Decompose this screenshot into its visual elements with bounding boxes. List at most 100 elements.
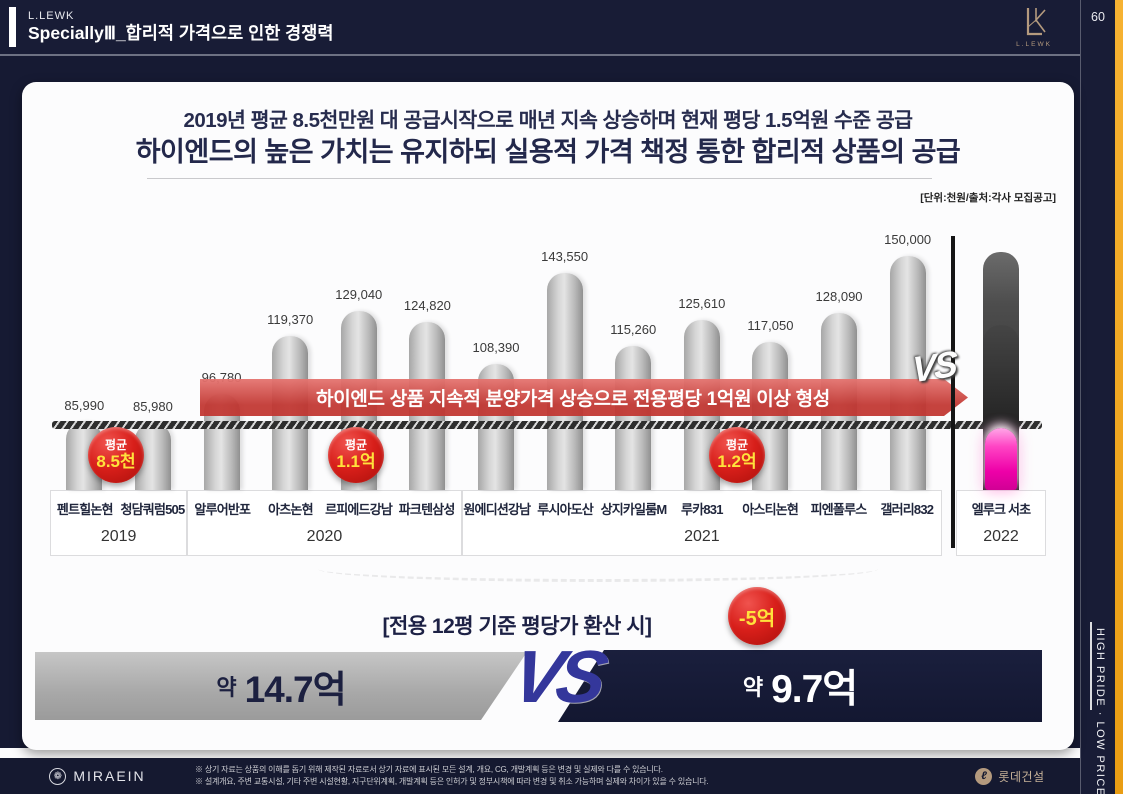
avg-badge-2019: 평균 8.5천 [88,427,144,483]
bar-value-label: 85,980 [133,399,173,414]
year-label: 2020 [306,528,343,545]
year-label: 2019 [100,528,137,545]
lotte-logo: ℓ 롯데건설 [940,767,1080,785]
year-label: 2022 [983,528,1019,545]
category-label: 상지카일룸M [600,502,668,517]
lotte-logo-text: 롯데건설 [998,769,1045,784]
lluke-price-value: 9.7억 [771,668,858,711]
comparison-bar-market: 약 14.7억 [35,652,527,720]
category-label: 아스티논현 [742,502,799,517]
category-names: 엘루크 서초 [957,499,1045,518]
category-label: 엘루크 서초 [971,502,1031,517]
unit-source-note: [단위:천원/출처:각사 모집공고] [920,192,1056,204]
sidebar-divider-line [1090,622,1092,710]
brand-logo: L.LEWK [1006,7,1062,48]
chart-column [956,252,1046,490]
bar-value-label: 128,090 [815,289,863,304]
discount-badge: -5억 [728,587,786,645]
header-bar: L.LEWK SpeciallyⅢ_합리적 가격으로 인한 경쟁력 L.LEWK [0,0,1080,56]
bar-value-label: 85,990 [64,398,105,413]
category-label: 갤러리832 [880,502,934,517]
page-title: SpeciallyⅢ_합리적 가격으로 인한 경쟁력 [28,23,334,44]
disclaimer: ※ 상기 자료는 상품의 이해를 돕기 위해 제작된 자료로서 상기 자료에 표… [195,764,940,789]
vs-chart-label: VS [911,342,957,391]
bars-row-2020: 96,780 119,370 129,040 124,820 [187,190,461,490]
category-label: 청담쿼럼505 [120,502,185,517]
bars-row-2021: 108,390 143,550 115,260 125,610 117,050 128,0… [462,190,942,490]
bar-value-label: 129,040 [335,287,383,302]
bar-value-label: 115,260 [610,322,657,337]
bottom-white-strip [0,748,1080,758]
banner-callout: 하이엔드 상품 지속적 분양가격 상승으로 전용평당 1억원 이상 형성 [200,379,968,416]
category-label: 알루어반포 [194,502,251,517]
category-box-2020: 알루어반포 아츠논현 르피에드강남 파크텐삼성 2020 [187,490,462,556]
bar [889,256,926,490]
special-bar-pink-segment [985,428,1018,490]
header-accent-bar [9,7,16,47]
category-names: 알루어반포 아츠논현 르피에드강남 파크텐삼성 [188,499,460,518]
comparison-bar-lluke: 약 9.7억 [558,650,1042,722]
category-box-2022: 엘루크 서초 2022 [956,490,1047,556]
bars-row-2022 [956,190,1046,490]
brand-logo-text: L.LEWK [1016,41,1052,48]
market-price-prefix: 약 [216,675,237,700]
category-label: 루시아도산 [537,502,594,517]
bar-value-label: 143,550 [541,249,589,264]
miraein-logo-text: MIRAEIN [73,768,146,784]
miraein-logo: ❁ MIRAEIN [0,767,195,785]
chart-group-2020: 96,780 119,370 129,040 124,820 알루어반포 아츠논현 르피에드… [187,190,462,556]
special-bar [983,252,1020,490]
content-card: 2019년 평균 8.5천만원 대 공급시작으로 매년 지속 상승하며 현재 평… [22,82,1074,750]
bar-value-label: 125,610 [678,296,726,311]
category-box-2019: 펜트힐논현 청담쿼럼505 2019 [50,490,188,556]
vs-divider-line [951,236,955,548]
disclaimer-line-1: ※ 상기 자료는 상품의 이해를 돕기 위해 제작된 자료로서 상기 자료에 표… [195,764,663,774]
avg-badge-2020: 평균 1.1억 [328,427,384,483]
bar [615,346,652,490]
bar-value-label: 117,050 [747,318,794,333]
right-sidebar: 60 HIGH PRIDE · LOW PRICE [1080,0,1115,794]
category-box-2021: 원에디션강남 루시아도산 상지카일룸M 루카831 아스티논현 피엔폴루스 갤러리832 20… [461,490,943,556]
llewk-monogram-icon [1026,8,1046,36]
title-divider [147,178,932,179]
category-label: 아츠논현 [268,502,313,517]
lotte-emblem-icon: ℓ [975,767,993,785]
lluke-price-prefix: 약 [742,675,764,700]
year-label: 2021 [684,528,720,545]
decorative-curve [318,556,878,582]
category-label: 펜트힐논현 [56,502,114,517]
footer-bar: ❁ MIRAEIN ※ 상기 자료는 상품의 이해를 돕기 위해 제작된 자료로… [0,758,1080,794]
chart-group-2019: 85,990 85,980 펜트힐논현 청담쿼럼505 2019 [50,190,188,556]
chart-groups: 85,990 85,980 펜트힐논현 청담쿼럼505 2019 96,780 119,37… [50,190,1047,556]
bar-value-label: 150,000 [884,232,932,247]
category-label: 루카831 [681,502,723,517]
bar-value-label: 108,390 [472,340,520,355]
market-price-value: 14.7억 [244,669,346,710]
category-label: 파크텐삼성 [398,502,456,517]
category-names: 펜트힐논현 청담쿼럼505 [51,499,186,518]
category-label: 원에디션강남 [463,502,531,517]
page-number: 60 [1091,10,1105,24]
conversion-caption: [전용 12평 기준 평당가 환산 시] [382,615,652,638]
vs-comparison-label: VS [506,635,609,718]
category-label: 르피에드강남 [325,502,393,517]
miraein-emblem-icon: ❁ [49,767,67,785]
category-label: 피엔폴루스 [810,502,868,517]
chart-column: 143,550 [530,249,599,490]
avg-badge-2021: 평균 1.2억 [709,427,765,483]
threshold-line [52,421,1042,429]
bar-value-label: 124,820 [403,298,451,313]
chart-group-2021: 108,390 143,550 115,260 125,610 117,050 128,0… [461,190,943,556]
price-bar-chart: 85,990 85,980 펜트힐논현 청담쿼럼505 2019 96,780 119,37… [38,190,1050,582]
bar-value-label: 119,370 [267,312,314,327]
header-brand: L.LEWK [28,9,75,22]
disclaimer-line-2: ※ 설계개요, 주변 교통시설, 기타 주변 시설현황, 지구단위계획, 개발계… [195,777,709,786]
slide-title: 하이엔드의 높은 가치는 유지하되 실용적 가격 책정 통한 합리적 상품의 공… [135,137,961,167]
chart-column: 150,000 [873,232,942,490]
banner-text: 하이엔드 상품 지속적 분양가격 상승으로 전용평당 1억원 이상 형성 [316,389,830,410]
gold-edge-stripe [1115,0,1123,794]
category-names: 원에디션강남 루시아도산 상지카일룸M 루카831 아스티논현 피엔폴루스 갤러리832 [463,499,941,518]
sidebar-slogan: HIGH PRIDE · LOW PRICE [1094,628,1106,794]
chart-group-2022: 엘루크 서초 2022 [956,190,1047,556]
